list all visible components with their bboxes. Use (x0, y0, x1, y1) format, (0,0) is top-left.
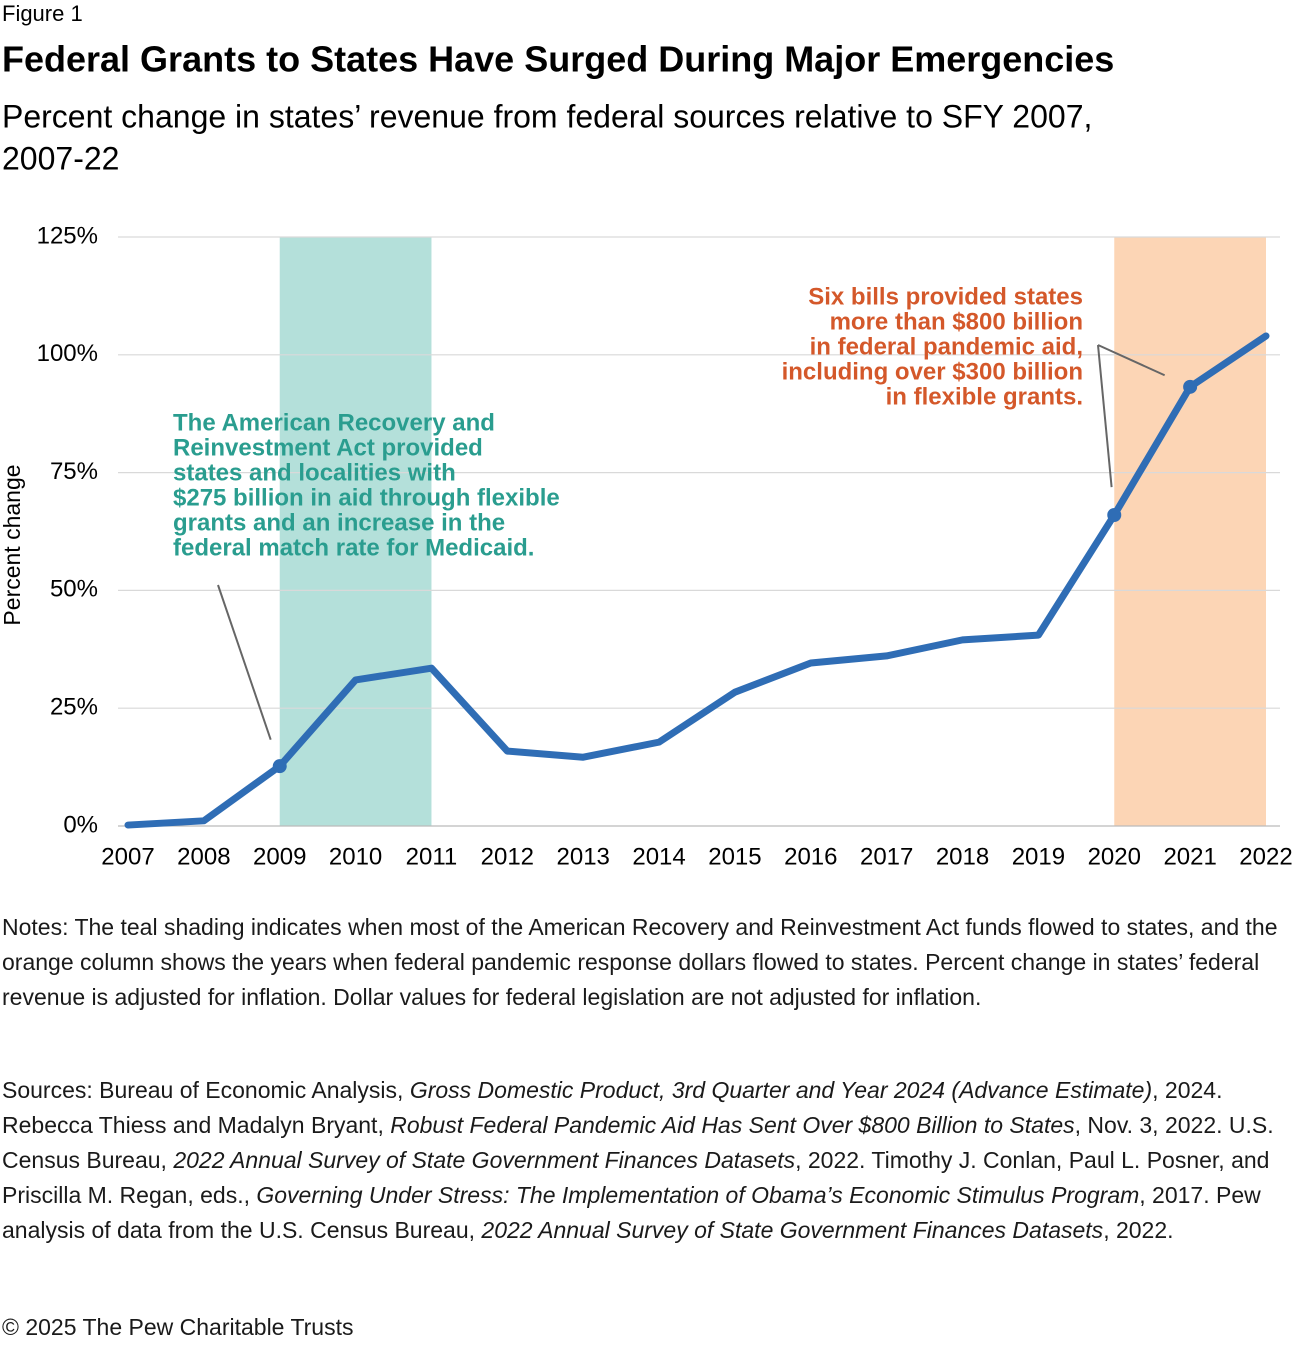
annotation-text: more than $800 billion (830, 308, 1083, 335)
y-axis-title: Percent change (0, 464, 25, 625)
leader-line (217, 584, 272, 740)
sources-segment: Robust Federal Pandemic Aid Has Sent Ove… (390, 1112, 1075, 1138)
x-tick-label: 2007 (101, 843, 154, 870)
x-tick-label: 2021 (1163, 843, 1216, 870)
x-tick-label: 2012 (481, 843, 534, 870)
x-tick-label: 2013 (557, 843, 610, 870)
notes-text: Notes: The teal shading indicates when m… (2, 914, 1278, 1010)
data-point (1183, 379, 1198, 394)
sources-segment: Governing Under Stress: The Implementati… (256, 1182, 1140, 1208)
x-tick-label: 2020 (1088, 843, 1141, 870)
x-tick-label: 2008 (177, 843, 230, 870)
data-point (272, 759, 287, 774)
leader-line (1097, 344, 1113, 488)
y-tick-label: 0% (63, 811, 98, 838)
notes: Notes: The teal shading indicates when m… (2, 910, 1294, 1015)
figure-label: Figure 1 (2, 1, 83, 26)
sources-segment: , Nov. 3, 2022. U.S. Census Bureau, (2, 1112, 1274, 1173)
x-tick-label: 2015 (708, 843, 761, 870)
y-tick-label: 100% (37, 340, 98, 367)
shaded-region (279, 237, 432, 826)
annotation-text: in flexible grants. (886, 383, 1083, 410)
copyright: © 2025 The Pew Charitable Trusts (2, 1310, 1294, 1345)
chart-title: Federal Grants to States Have Surged Dur… (2, 39, 1114, 80)
data-line (124, 332, 1270, 829)
annotation-text: grants and an increase in the (173, 509, 505, 536)
x-tick-label: 2014 (632, 843, 685, 870)
x-tick-label: 2011 (406, 843, 458, 870)
leader-line (1097, 344, 1166, 377)
shaded-region (1114, 237, 1266, 826)
x-tick-label: 2022 (1239, 843, 1292, 870)
x-tick-label: 2018 (936, 843, 989, 870)
x-tick-label: 2009 (253, 843, 306, 870)
annotation-text: federal match rate for Medicaid. (173, 534, 534, 561)
y-tick-label: 50% (50, 576, 98, 603)
x-tick-label: 2010 (329, 843, 382, 870)
subtitle: Percent change in states’ revenue from f… (2, 98, 1092, 134)
chart: Figure 1 Federal Grants to States Have S… (0, 1, 1293, 871)
annotation-text: states and localities with (173, 459, 456, 486)
sources-segment: Gross Domestic Product, 3rd Quarter and … (409, 1077, 1153, 1103)
x-tick-label: 2019 (1012, 843, 1065, 870)
x-tick-label: 2016 (784, 843, 837, 870)
data-point (1107, 508, 1122, 523)
sources-segment: 2022 Annual Survey of State Government F… (481, 1217, 1104, 1243)
annotation-text: The American Recovery and (173, 409, 495, 436)
sources: Sources: Bureau of Economic Analysis, Gr… (2, 1073, 1294, 1248)
sources-segment: , 2017. Pew analysis of data from the U.… (2, 1182, 1261, 1243)
sources-segment: 2022 Annual Survey of State Government F… (173, 1147, 796, 1173)
sources-segment: , 2024. Rebecca Thiess and Madalyn Bryan… (2, 1077, 1223, 1138)
annotation-text: Six bills provided states (808, 283, 1083, 310)
sources-text: Sources: Bureau of Economic Analysis, Gr… (2, 1073, 1294, 1248)
annotation-text: Reinvestment Act provided (173, 434, 483, 461)
y-tick-label: 75% (50, 458, 98, 485)
x-tick-label: 2017 (860, 843, 913, 870)
annotation-text: including over $300 billion (782, 358, 1083, 385)
sources-segment: , 2022. Timothy J. Conlan, Paul L. Posne… (2, 1147, 1270, 1208)
annotation-text: $275 billion in aid through flexible (173, 484, 560, 511)
shaded-regions (279, 237, 1266, 826)
subtitle: 2007-22 (2, 140, 119, 176)
y-tick-label: 25% (50, 694, 98, 721)
annotation-text: in federal pandemic aid, (810, 333, 1083, 360)
sources-segment: Sources: Bureau of Economic Analysis, (2, 1077, 410, 1103)
y-tick-label: 125% (37, 222, 98, 249)
copyright-text: © 2025 The Pew Charitable Trusts (2, 1314, 354, 1340)
sources-segment: , 2022. (1103, 1217, 1174, 1243)
